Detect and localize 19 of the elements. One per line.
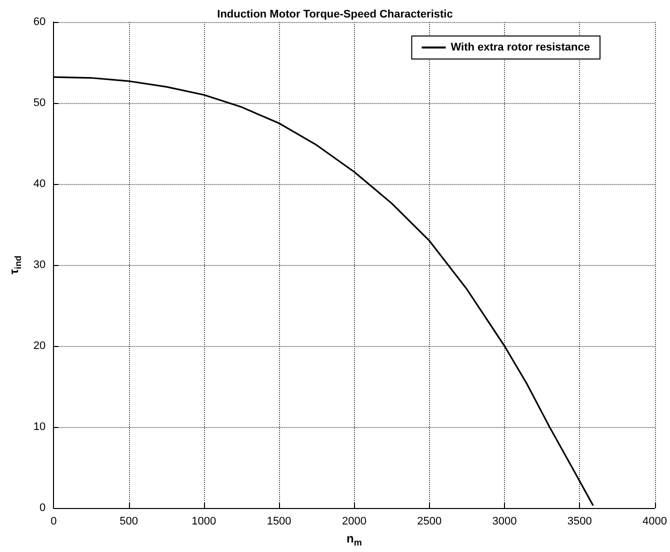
chart-title: Induction Motor Torque-Speed Characteristic (217, 8, 453, 20)
y-tick-label: 10 (33, 421, 46, 433)
y-tick-label: 60 (33, 16, 46, 28)
x-tick-label: 2500 (417, 516, 442, 528)
x-tick-label: 1000 (192, 516, 216, 528)
x-tick-label: 500 (120, 516, 138, 528)
y-tick-label: 40 (33, 178, 46, 190)
x-tick-label: 3000 (492, 516, 517, 528)
y-tick-label: 0 (40, 502, 46, 514)
y-tick-label: 50 (33, 97, 46, 109)
x-tick-label: 2000 (342, 516, 366, 528)
x-tick-label: 1500 (266, 516, 292, 528)
y-axis-title: τind (7, 256, 23, 274)
y-tick-label: 30 (33, 259, 46, 271)
x-tick-label: 4000 (642, 516, 668, 528)
y-tick-label: 20 (33, 340, 46, 352)
legend-label: With extra rotor resistance (450, 42, 590, 54)
x-tick-label: 0 (50, 516, 57, 528)
x-tick-label: 3500 (567, 516, 592, 528)
